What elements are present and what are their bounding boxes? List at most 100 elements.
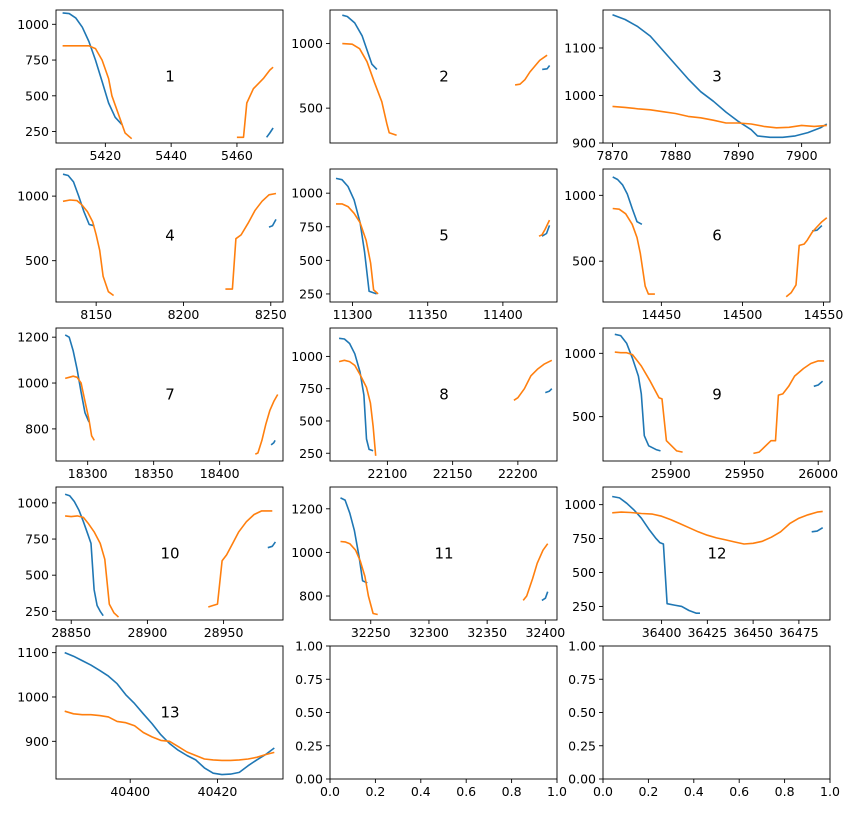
subplot-number-label: 12	[707, 545, 726, 563]
x-tick-label: 32350	[467, 625, 507, 640]
y-tick-label: 0.00	[568, 772, 596, 787]
subplot-7: 18300 18350 18400 800 1000 1200 7	[17, 327, 284, 481]
x-tick-label: 1.0	[547, 784, 567, 799]
series-1-line-8-1	[545, 388, 553, 394]
x-tick-label: 25900	[651, 466, 691, 481]
y-tick-label: 1200	[291, 501, 323, 516]
subplot-11: 32250 32300 32350 32400 800 1000 1200 11	[291, 486, 565, 640]
y-tick-label: 0.00	[295, 772, 323, 787]
y-tick-label: 750	[299, 381, 323, 396]
series-1-line-1-1	[265, 127, 274, 138]
subplot-number-label: 6	[712, 227, 722, 245]
x-tick-label: 0.2	[638, 784, 658, 799]
x-tick-label: 32250	[351, 625, 391, 640]
series-2-line-4-0	[62, 199, 115, 297]
axes-frame-14	[329, 645, 558, 780]
series-2-line-5-1	[538, 219, 551, 237]
x-tick-label: 28950	[204, 625, 244, 640]
subplot-number-label: 10	[160, 545, 179, 563]
y-tick-label: 1100	[17, 645, 49, 660]
y-tick-label: 500	[299, 253, 323, 268]
x-tick-label: 0.6	[456, 784, 476, 799]
series-1-line-7-1	[270, 440, 276, 446]
axes-frame-1	[55, 9, 284, 144]
series-1-line-5-1	[541, 225, 551, 237]
y-tick-label: 900	[572, 136, 596, 151]
subplot-number-label: 13	[160, 704, 179, 722]
axes-frame-9	[602, 327, 831, 462]
y-tick-label: 900	[25, 734, 49, 749]
y-tick-label: 1000	[291, 349, 323, 364]
y-tick-label: 0.75	[295, 672, 323, 687]
series-2-line-5-0	[336, 203, 379, 295]
series-1-line-5-0	[335, 177, 377, 295]
series-2-line-2-0	[342, 42, 397, 137]
series-1-line-4-0	[62, 173, 95, 227]
y-tick-label: 800	[299, 589, 323, 604]
axes-frame-2	[329, 9, 558, 144]
y-tick-label: 750	[299, 219, 323, 234]
axes-frame-8	[329, 327, 558, 462]
axes-frame-7	[55, 327, 284, 462]
y-tick-label: 500	[25, 88, 49, 103]
series-2-line-11-0	[340, 540, 378, 616]
x-tick-label: 0.8	[775, 784, 795, 799]
y-tick-label: 1000	[17, 495, 49, 510]
y-tick-label: 500	[299, 101, 323, 116]
subplot-number-label: 3	[712, 68, 722, 86]
x-tick-label: 5460	[221, 148, 253, 163]
subplot-2: 500 1000 2	[291, 9, 558, 144]
y-tick-label: 500	[25, 568, 49, 583]
x-tick-label: 0.4	[411, 784, 431, 799]
y-tick-label: 1000	[17, 376, 49, 391]
x-tick-label: 28900	[128, 625, 168, 640]
subplot-number-label: 4	[165, 227, 175, 245]
series-2-line-10-0	[65, 515, 120, 618]
x-tick-label: 14450	[641, 307, 681, 322]
x-tick-label: 18300	[68, 466, 108, 481]
y-tick-label: 250	[25, 604, 49, 619]
x-tick-label: 0.6	[729, 784, 749, 799]
y-tick-label: 250	[299, 446, 323, 461]
x-tick-label: 26000	[798, 466, 838, 481]
subplot-number-label: 1	[165, 68, 175, 86]
x-tick-label: 0.4	[684, 784, 704, 799]
x-tick-label: 25950	[725, 466, 765, 481]
subplot-13: 40400 40420 900 1000 1100 13	[17, 645, 284, 799]
x-tick-label: 7900	[786, 148, 818, 163]
series-2-line-7-0	[64, 375, 95, 441]
y-tick-label: 1100	[564, 41, 596, 56]
y-tick-label: 500	[299, 413, 323, 428]
y-tick-label: 1000	[291, 186, 323, 201]
x-tick-label: 14500	[723, 307, 763, 322]
series-1-line-3-0	[612, 14, 828, 139]
x-tick-label: 18400	[200, 466, 240, 481]
axes-frame-3	[602, 9, 831, 144]
subplot-number-label: 8	[439, 386, 449, 404]
series-2-line-1-1	[236, 66, 274, 139]
x-tick-label: 11350	[408, 307, 448, 322]
series-2-line-6-1	[785, 217, 828, 298]
x-tick-label: 0.2	[365, 784, 385, 799]
subplot-number-label: 9	[712, 386, 722, 404]
axes-frame-15	[602, 645, 831, 780]
series-2-line-13-0	[64, 710, 275, 762]
y-tick-label: 0.50	[568, 705, 596, 720]
axes-frame-4	[55, 168, 284, 303]
x-tick-label: 0.0	[593, 784, 613, 799]
series-1-line-12-1	[811, 527, 824, 533]
y-tick-label: 0.75	[568, 672, 596, 687]
subplot-number-label: 7	[165, 386, 175, 404]
y-tick-label: 0.25	[568, 738, 596, 753]
y-tick-label: 1000	[564, 497, 596, 512]
series-1-line-2-0	[342, 14, 378, 70]
x-tick-label: 36450	[733, 625, 773, 640]
series-1-line-6-0	[612, 176, 643, 226]
y-tick-label: 0.25	[295, 738, 323, 753]
y-tick-label: 750	[572, 531, 596, 546]
axes-frame-11	[329, 486, 558, 621]
x-tick-label: 11400	[483, 307, 523, 322]
y-tick-label: 1000	[564, 88, 596, 103]
subplot-number-label: 5	[439, 227, 449, 245]
